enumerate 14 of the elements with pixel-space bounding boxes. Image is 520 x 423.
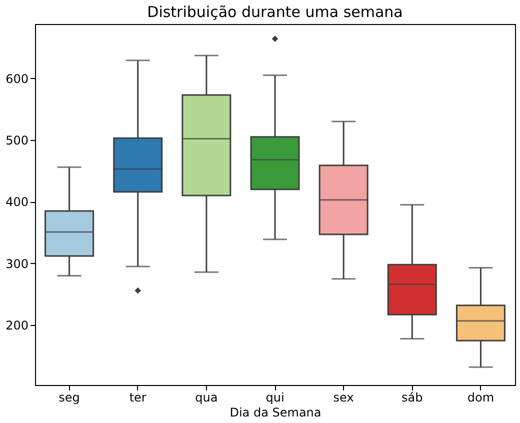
y-tick-label: 300 — [6, 256, 28, 271]
y-tick-label: 200 — [6, 318, 28, 333]
x-tick-label: sex — [333, 390, 354, 404]
x-tick-label: sáb — [402, 390, 423, 404]
y-tick-label: 500 — [6, 134, 28, 148]
y-tick-label: 400 — [6, 195, 28, 210]
x-tick-label: dom — [467, 390, 494, 404]
y-tick-label: 600 — [6, 72, 28, 86]
x-tick-label: ter — [129, 390, 146, 404]
x-axis-title: Dia da Semana — [230, 406, 322, 420]
chart-title: Distribuição durante uma semana — [147, 3, 403, 21]
x-tick-label: seg — [58, 390, 80, 404]
x-tick-label: qua — [195, 390, 218, 404]
x-tick-label: qui — [266, 390, 284, 404]
